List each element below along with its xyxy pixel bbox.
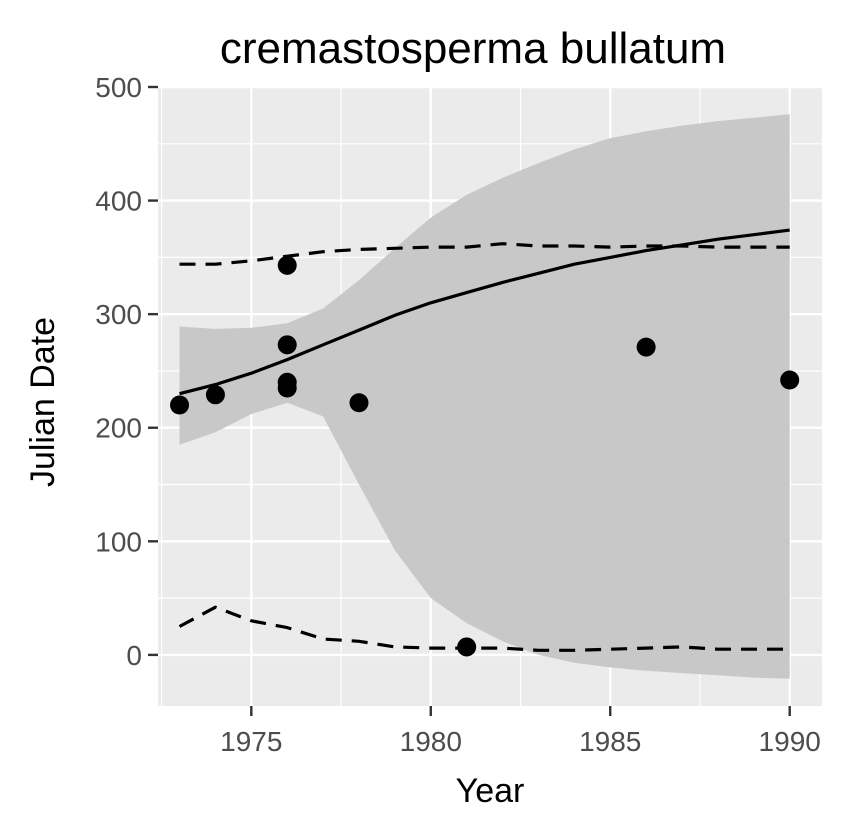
- y-tick-label: 100: [95, 526, 142, 557]
- x-axis-title: Year: [456, 772, 525, 810]
- x-tick-label: 1990: [759, 726, 821, 757]
- data-point: [457, 637, 477, 657]
- data-point: [277, 335, 297, 355]
- upper-quantile-line: [179, 242, 790, 266]
- data-point: [205, 385, 225, 405]
- x-tick-label: 1980: [400, 726, 462, 757]
- y-tick-label: 500: [95, 72, 142, 103]
- axes: 0 100 200 300 400 500 1975 1980 1985 1990: [95, 72, 821, 757]
- x-tick-label: 1985: [579, 726, 641, 757]
- data-point: [636, 337, 656, 357]
- y-tick-label: 400: [95, 186, 142, 217]
- x-tick-label: 1975: [220, 726, 282, 757]
- data-point: [780, 370, 800, 390]
- fit-line: [179, 228, 790, 396]
- data-point: [277, 378, 297, 398]
- y-tick-label: 0: [126, 640, 142, 671]
- y-tick-label: 200: [95, 413, 142, 444]
- data-point: [170, 395, 190, 415]
- lower-quantile-line: [178, 605, 790, 652]
- data-point: [349, 393, 369, 413]
- y-tick-label: 300: [95, 299, 142, 330]
- chart-title: cremastosperma bullatum: [220, 24, 726, 73]
- y-axis-title: Julian Date: [24, 317, 62, 487]
- data-layer: [170, 114, 800, 679]
- confidence-ribbon: [179, 114, 790, 679]
- data-point: [277, 255, 297, 275]
